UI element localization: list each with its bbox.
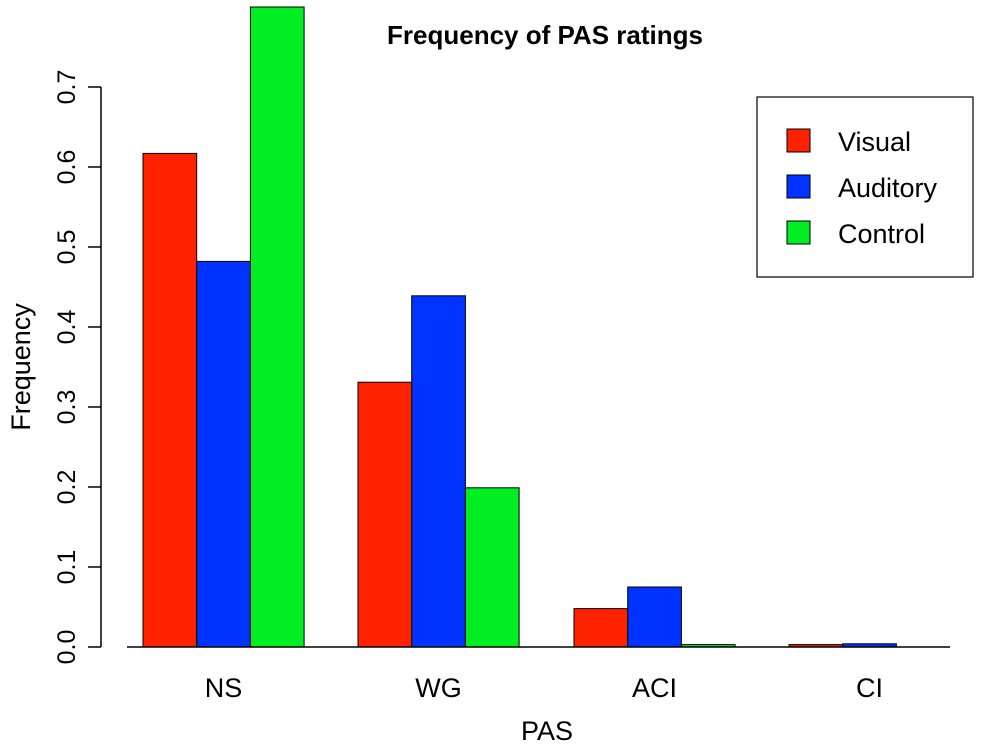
bar-aci-auditory	[627, 586, 682, 648]
y-tick-label-1: 0.1	[53, 550, 81, 585]
legend-label-auditory: Auditory	[838, 173, 938, 203]
bar-ns-auditory	[196, 260, 251, 648]
legend-swatch-auditory	[786, 174, 811, 199]
x-axis-label: PAS	[521, 716, 573, 746]
x-tick-label-ci: CI	[856, 673, 883, 703]
y-tick-label-5: 0.5	[53, 230, 81, 265]
bar-wg-control	[464, 487, 520, 648]
legend-swatch-control	[786, 220, 811, 245]
x-tick-label-aci: ACI	[632, 673, 677, 703]
bars-group	[142, 6, 897, 648]
y-tick-label-7: 0.7	[53, 70, 81, 105]
y-tick-label-0: 0.0	[53, 630, 81, 665]
legend-label-visual: Visual	[838, 127, 911, 157]
x-tick-label-wg: WG	[415, 673, 462, 703]
legend: Visual Auditory Control	[756, 96, 974, 278]
y-axis-ticks: 0.0 0.1 0.2 0.3 0.4 0.5 0.6 0.7	[53, 70, 101, 665]
y-tick-label-4: 0.4	[53, 310, 81, 345]
bar-wg-visual	[357, 381, 413, 648]
y-axis-label: Frequency	[6, 303, 36, 431]
y-tick-label-3: 0.3	[53, 390, 81, 425]
chart-title: Frequency of PAS ratings	[387, 20, 703, 50]
legend-label-control: Control	[838, 219, 925, 249]
y-tick-label-6: 0.6	[53, 150, 81, 185]
legend-swatch-visual	[786, 128, 811, 153]
bar-aci-visual	[573, 608, 629, 648]
bar-ns-control	[249, 6, 305, 648]
y-tick-label-2: 0.2	[53, 470, 81, 505]
bar-wg-auditory	[411, 295, 466, 648]
x-tick-label-ns: NS	[205, 673, 243, 703]
x-axis-ticks: NS WG ACI CI	[205, 673, 883, 703]
bar-ns-visual	[142, 152, 198, 648]
